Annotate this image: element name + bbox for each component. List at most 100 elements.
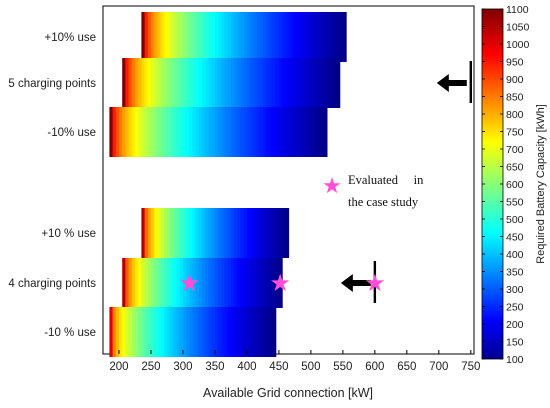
heatmap-cell bbox=[214, 58, 219, 108]
heatmap-cell bbox=[259, 258, 264, 308]
heatmap-cell bbox=[147, 258, 152, 308]
heatmap-cell bbox=[173, 12, 178, 62]
heatmap-cell bbox=[176, 107, 181, 157]
heatmap-cell bbox=[221, 258, 226, 308]
heatmap-cell bbox=[198, 208, 203, 258]
heatmap-cell bbox=[182, 58, 187, 108]
heatmap-cell bbox=[224, 307, 229, 357]
heatmap-cell bbox=[205, 208, 210, 258]
heatmap-cell bbox=[307, 107, 312, 157]
row-label: 5 charging points bbox=[8, 78, 96, 90]
heatmap-cell bbox=[192, 107, 197, 157]
heatmap-cell bbox=[227, 58, 232, 108]
heatmap-cell bbox=[272, 258, 277, 308]
heatmap-cell bbox=[218, 307, 222, 357]
heatmap-cell bbox=[115, 107, 120, 157]
heatmap-cell bbox=[205, 12, 210, 62]
x-tick-label: 750 bbox=[461, 361, 480, 373]
colorbar-ticks: 100 150 200 250 300 350 400 450 500 550 600 650 700 7… bbox=[482, 4, 530, 366]
heatmap-cell bbox=[128, 107, 133, 157]
heatmap-cell bbox=[144, 58, 149, 108]
heatmap-cell bbox=[250, 107, 254, 157]
colorbar-title: Required Battery Capacity [kWh] bbox=[535, 104, 547, 264]
heatmap-cell bbox=[253, 208, 258, 258]
heatmap-cell bbox=[147, 307, 152, 357]
heatmap-cell bbox=[131, 107, 136, 157]
heatmap-cell bbox=[266, 12, 270, 62]
heatmap-cell bbox=[163, 107, 168, 157]
heatmap-cell bbox=[109, 107, 114, 157]
heatmap-cell bbox=[157, 107, 162, 157]
heatmap-cell bbox=[333, 12, 338, 62]
heatmap-cell bbox=[211, 58, 216, 108]
row-label: -10% use bbox=[47, 127, 96, 139]
heatmap-cell bbox=[250, 208, 254, 258]
heatmap-cell bbox=[157, 58, 162, 108]
heatmap-cell bbox=[157, 208, 162, 258]
heatmap-cell bbox=[189, 58, 194, 108]
heatmap-cell bbox=[195, 208, 200, 258]
heatmap-cell bbox=[192, 12, 197, 62]
heatmap-cell bbox=[154, 12, 158, 62]
heatmap-cell bbox=[218, 58, 222, 108]
heatmap-cell bbox=[179, 258, 184, 308]
heatmap-cell bbox=[317, 107, 322, 157]
colorbar-tick-label: 500 bbox=[506, 214, 524, 226]
heatmap-cell bbox=[262, 12, 267, 62]
heatmap-cell bbox=[205, 307, 210, 357]
heatmap-cell bbox=[189, 307, 194, 357]
heatmap-cell bbox=[262, 107, 267, 157]
heatmap-cell bbox=[310, 58, 315, 108]
heatmap-cell bbox=[218, 208, 222, 258]
heatmap-cell bbox=[173, 107, 178, 157]
heatmap-cell bbox=[304, 12, 309, 62]
heatmap-cell bbox=[208, 258, 213, 308]
heatmap-cell bbox=[150, 307, 155, 357]
x-tick-label: 650 bbox=[397, 361, 416, 373]
colorbar bbox=[481, 8, 504, 360]
heatmap-cell bbox=[154, 208, 158, 258]
x-tick-label: 200 bbox=[109, 361, 128, 373]
heatmap-cell bbox=[189, 12, 194, 62]
heatmap-cell bbox=[294, 58, 299, 108]
heatmap-cell bbox=[227, 307, 232, 357]
legend-star-icon: ★ bbox=[322, 173, 342, 198]
heatmap-cell bbox=[314, 107, 318, 157]
heatmap-cell bbox=[246, 58, 251, 108]
heatmap-cell bbox=[131, 258, 136, 308]
heatmap-cell bbox=[163, 12, 168, 62]
heatmap-cell bbox=[205, 258, 210, 308]
heatmap-cell bbox=[208, 12, 213, 62]
heatmap-cell bbox=[118, 307, 123, 357]
heatmap-cell bbox=[147, 208, 152, 258]
heatmap-cell bbox=[262, 208, 267, 258]
heatmap-cell bbox=[275, 12, 280, 62]
heatmap-cell bbox=[269, 307, 274, 357]
heatmap-cell bbox=[275, 107, 280, 157]
heatmap-cell bbox=[259, 58, 264, 108]
heatmap-cell bbox=[198, 307, 203, 357]
heatmap-cell bbox=[138, 258, 142, 308]
heatmap-cell bbox=[227, 208, 232, 258]
heatmap-cell bbox=[237, 107, 242, 157]
heatmap-cell bbox=[317, 12, 322, 62]
heatmap-cell bbox=[227, 258, 232, 308]
heatmap-cell bbox=[176, 58, 181, 108]
heatmap-cell bbox=[131, 307, 136, 357]
heatmap-cell bbox=[301, 58, 306, 108]
heatmap-cell bbox=[125, 258, 130, 308]
heatmap-cell bbox=[314, 58, 318, 108]
heatmap-cell bbox=[310, 12, 315, 62]
heatmap-cell bbox=[285, 107, 290, 157]
heatmap-cell bbox=[269, 258, 274, 308]
heatmap-cell bbox=[154, 258, 158, 308]
heatmap-cell bbox=[330, 12, 334, 62]
heatmap-cell bbox=[304, 107, 309, 157]
heatmap-cell bbox=[141, 307, 146, 357]
heatmap-cell bbox=[326, 12, 331, 62]
heatmap-cell bbox=[205, 107, 210, 157]
heatmap-cell bbox=[141, 107, 146, 157]
heatmap-cell bbox=[176, 307, 181, 357]
colorbar-tick-label: 250 bbox=[506, 302, 524, 314]
heatmap-cell bbox=[208, 208, 213, 258]
